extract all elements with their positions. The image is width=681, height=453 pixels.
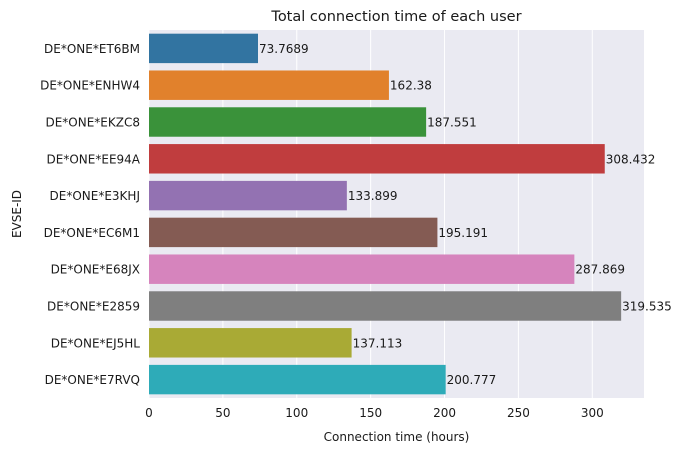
y-axis-label: EVSE-ID [10,190,24,238]
y-tick-label: DE*ONE*E2859 [47,300,140,314]
y-tick-label: DE*ONE*EJ5HL [51,336,141,350]
x-tick-label: 100 [285,406,308,420]
bar [149,180,347,211]
bar [149,70,389,100]
x-tick-label: 250 [507,406,530,420]
x-tick-label: 0 [145,406,153,420]
y-tick-label: DE*ONE*ENHW4 [40,79,140,93]
data-label: 200.777 [447,373,497,387]
bar [149,364,446,395]
data-label: 287.869 [575,263,625,277]
y-tick-label: DE*ONE*E68JX [51,263,140,277]
bar [149,217,438,248]
y-tick-label: DE*ONE*EKZC8 [45,116,140,130]
data-labels: 73.7689 162.38 187.551 308.432 133.899 195.19… [259,42,672,387]
bars [149,33,622,395]
y-tick-label: DE*ONE*EC6M1 [44,226,140,240]
data-label: 308.432 [606,152,656,166]
y-tick-label: DE*ONE*EE94A [47,152,141,166]
bar [149,291,622,321]
y-tick-labels: DE*ONE*ET6BM DE*ONE*ENHW4 DE*ONE*EKZC8 DE*O… [40,42,141,387]
y-tick-label: DE*ONE*ET6BM [44,42,140,56]
bar [149,144,605,174]
x-tick-label: 150 [359,406,382,420]
bar [149,33,259,64]
chart-title: Total connection time of each user [270,9,521,25]
bar [149,328,352,358]
data-label: 133.899 [348,189,398,203]
data-label: 319.535 [622,300,672,314]
x-tick-label: 200 [433,406,456,420]
data-label: 195.191 [438,226,488,240]
data-label: 137.113 [353,336,403,350]
x-axis-label: Connection time (hours) [324,430,470,444]
bar [149,254,575,284]
y-tick-label: DE*ONE*E3KHJ [50,189,140,203]
data-label: 187.551 [427,116,477,130]
x-tick-label: 50 [215,406,230,420]
y-tick-label: DE*ONE*E7RVQ [45,373,140,387]
x-tick-labels: 0 50 100 150 200 250 300 [145,406,604,420]
bar [149,107,427,137]
data-label: 73.7689 [259,42,309,56]
data-label: 162.38 [390,79,432,93]
x-tick-label: 300 [581,406,604,420]
